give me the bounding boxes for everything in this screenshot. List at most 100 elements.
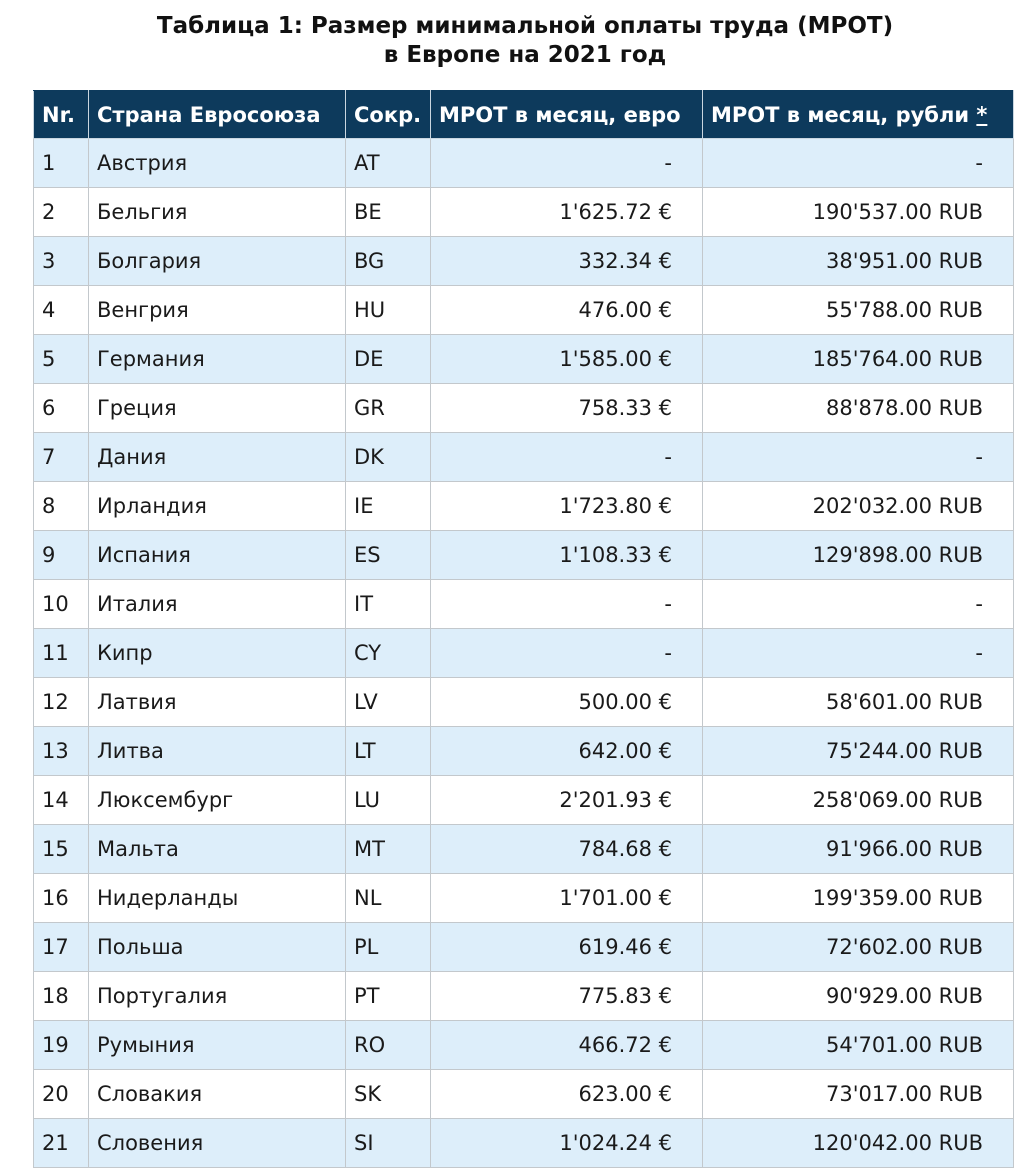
cell-eur: 332.34 € (430, 236, 703, 286)
cell-nr: 13 (33, 726, 89, 776)
header-eur: МРОТ в месяц, евро (430, 90, 703, 139)
cell-country: Словения (88, 1118, 346, 1168)
cell-abbr: BE (345, 187, 431, 237)
table-row: 21 Словения SI 1'024.24 €120'042.00 RUB (33, 1118, 1014, 1168)
table-row: 3 Болгария BG 332.34 €38'951.00 RUB (33, 236, 1014, 286)
cell-eur: 1'108.33 € (430, 530, 703, 580)
table-row: 6 Греция GR 758.33 €88'878.00 RUB (33, 383, 1014, 433)
table-row: 16 Нидерланды NL 1'701.00 €199'359.00 RUB (33, 873, 1014, 923)
cell-eur: 619.46 € (430, 922, 703, 972)
cell-nr: 1 (33, 138, 89, 188)
table-row: 11 Кипр CY - - (33, 628, 1014, 678)
cell-country: Ирландия (88, 481, 346, 531)
cell-rub: 90'929.00 RUB (702, 971, 1014, 1021)
cell-country: Дания (88, 432, 346, 482)
cell-abbr: LT (345, 726, 431, 776)
cell-rub: 38'951.00 RUB (702, 236, 1014, 286)
cell-country: Португалия (88, 971, 346, 1021)
cell-rub: 54'701.00 RUB (702, 1020, 1014, 1070)
table-row: 2 Бельгия BE 1'625.72 €190'537.00 RUB (33, 187, 1014, 237)
cell-abbr: GR (345, 383, 431, 433)
cell-eur: 1'723.80 € (430, 481, 703, 531)
cell-eur: - (430, 138, 703, 188)
table-body: 1 Австрия AT - -2 Бельгия BE 1'625.72 €190'537.… (33, 138, 1014, 1168)
cell-nr: 19 (33, 1020, 89, 1070)
cell-nr: 16 (33, 873, 89, 923)
table-row: 14 Люксембург LU 2'201.93 €258'069.00 RUB (33, 775, 1014, 825)
cell-eur: 500.00 € (430, 677, 703, 727)
cell-rub: 202'032.00 RUB (702, 481, 1014, 531)
cell-eur: - (430, 628, 703, 678)
cell-abbr: SI (345, 1118, 431, 1168)
header-country: Страна Евросоюза (88, 90, 346, 139)
table-row: 15 Мальта MT 784.68 €91'966.00 RUB (33, 824, 1014, 874)
table-caption: Таблица 1: Размер минимальной оплаты тру… (0, 12, 1027, 70)
cell-country: Латвия (88, 677, 346, 727)
cell-country: Словакия (88, 1069, 346, 1119)
cell-eur: 775.83 € (430, 971, 703, 1021)
cell-nr: 18 (33, 971, 89, 1021)
cell-rub: 258'069.00 RUB (702, 775, 1014, 825)
cell-country: Мальта (88, 824, 346, 874)
cell-nr: 8 (33, 481, 89, 531)
caption-line-2: в Европе на 2021 год (383, 42, 667, 68)
cell-rub: 88'878.00 RUB (702, 383, 1014, 433)
cell-rub: 120'042.00 RUB (702, 1118, 1014, 1168)
cell-country: Люксембург (88, 775, 346, 825)
cell-country: Литва (88, 726, 346, 776)
cell-country: Польша (88, 922, 346, 972)
cell-abbr: BG (345, 236, 431, 286)
cell-country: Австрия (88, 138, 346, 188)
cell-eur: 1'625.72 € (430, 187, 703, 237)
cell-abbr: HU (345, 285, 431, 335)
cell-abbr: IT (345, 579, 431, 629)
cell-abbr: AT (345, 138, 431, 188)
cell-rub: 55'788.00 RUB (702, 285, 1014, 335)
cell-nr: 17 (33, 922, 89, 972)
cell-nr: 9 (33, 530, 89, 580)
cell-country: Испания (88, 530, 346, 580)
cell-abbr: SK (345, 1069, 431, 1119)
table-row: 7 Дания DK - - (33, 432, 1014, 482)
cell-eur: 466.72 € (430, 1020, 703, 1070)
cell-nr: 10 (33, 579, 89, 629)
header-rub: МРОТ в месяц, рубли * (702, 90, 1014, 139)
cell-country: Румыния (88, 1020, 346, 1070)
cell-rub: - (702, 432, 1014, 482)
table-row: 20 Словакия SK 623.00 €73'017.00 RUB (33, 1069, 1014, 1119)
cell-rub: 91'966.00 RUB (702, 824, 1014, 874)
cell-rub: 73'017.00 RUB (702, 1069, 1014, 1119)
footnote-link[interactable]: * (976, 102, 988, 127)
caption-line-1: Таблица 1: Размер минимальной оплаты тру… (156, 13, 894, 39)
table-row: 12 Латвия LV 500.00 €58'601.00 RUB (33, 677, 1014, 727)
cell-nr: 11 (33, 628, 89, 678)
cell-eur: 642.00 € (430, 726, 703, 776)
table-row: 1 Австрия AT - - (33, 138, 1014, 188)
table-row: 17 Польша PL 619.46 €72'602.00 RUB (33, 922, 1014, 972)
table-row: 5 Германия DE 1'585.00 €185'764.00 RUB (33, 334, 1014, 384)
header-rub-label: МРОТ в месяц, рубли (711, 102, 970, 127)
cell-eur: 784.68 € (430, 824, 703, 874)
table-row: 13 Литва LT 642.00 €75'244.00 RUB (33, 726, 1014, 776)
cell-nr: 15 (33, 824, 89, 874)
table-row: 9 Испания ES 1'108.33 €129'898.00 RUB (33, 530, 1014, 580)
cell-nr: 5 (33, 334, 89, 384)
cell-country: Италия (88, 579, 346, 629)
cell-eur: 758.33 € (430, 383, 703, 433)
cell-abbr: NL (345, 873, 431, 923)
cell-abbr: LV (345, 677, 431, 727)
table-row: 19 Румыния RO 466.72 €54'701.00 RUB (33, 1020, 1014, 1070)
cell-country: Венгрия (88, 285, 346, 335)
table-row: 18 Португалия PT 775.83 €90'929.00 RUB (33, 971, 1014, 1021)
minimum-wage-table-container: Nr. Страна Евросоюза Сокр. МРОТ в месяц,… (33, 90, 1014, 1168)
cell-abbr: PL (345, 922, 431, 972)
cell-nr: 6 (33, 383, 89, 433)
cell-eur: - (430, 579, 703, 629)
cell-rub: 58'601.00 RUB (702, 677, 1014, 727)
cell-nr: 20 (33, 1069, 89, 1119)
cell-eur: 623.00 € (430, 1069, 703, 1119)
minimum-wage-table: Nr. Страна Евросоюза Сокр. МРОТ в месяц,… (33, 90, 1014, 1168)
cell-rub: 185'764.00 RUB (702, 334, 1014, 384)
header-abbr: Сокр. (345, 90, 431, 139)
cell-rub: 129'898.00 RUB (702, 530, 1014, 580)
